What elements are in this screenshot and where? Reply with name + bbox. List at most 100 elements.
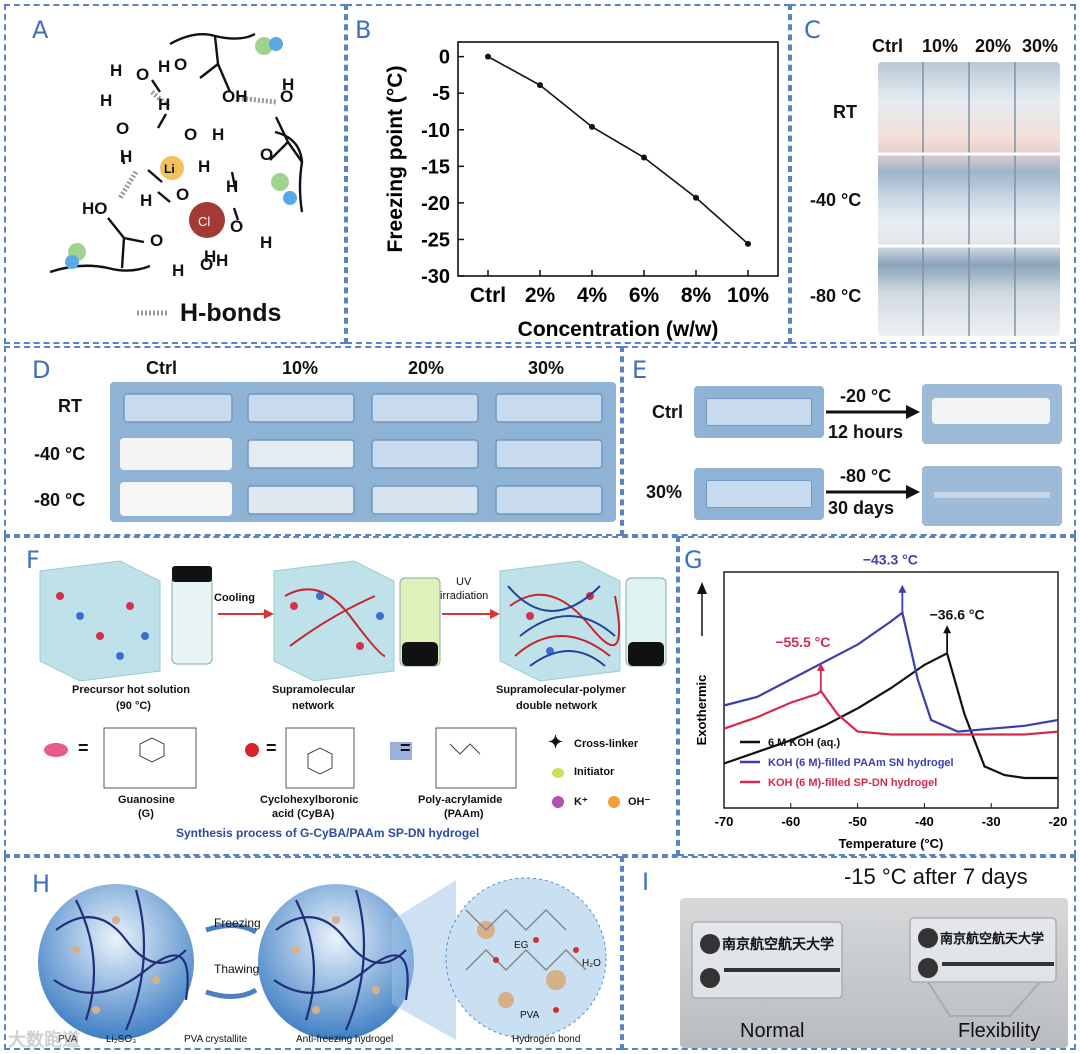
y-tick-label: -10 [421,120,450,142]
panel-b [346,4,790,344]
atom-o: O [136,65,149,84]
li-ion-label: Li [164,162,175,176]
x-tick-label: -50 [848,814,867,829]
freezing-label: Freezing [214,916,261,930]
peak-label: −55.5 °C [775,634,830,650]
atom-h: H [120,147,132,166]
atom-h: H [212,125,224,144]
col-10: 10% [922,36,959,56]
atom-h: H [110,61,122,80]
e-ctrl-before [694,386,824,438]
cyba-b: acid (CyBA) [272,808,335,820]
x-tick-label: Ctrl [470,284,506,307]
row-80: -80 °C [810,286,862,306]
h2o-label: H₂O [582,958,601,969]
e-row-30: 30% [646,482,683,502]
panel-d [4,346,622,536]
atom-o: O [260,145,273,164]
panel-label-b: B [355,16,372,44]
legend-label: 6 M KOH (aq.) [768,737,840,749]
crosslinker-icon: ✦ [548,732,564,752]
hbond-legend-label: H-bonds [180,299,282,327]
oh-ion-label: OH⁻ [628,796,651,808]
atom-h: H [100,91,112,110]
d-col-20: 20% [408,358,445,378]
hydrogel-strips [120,393,603,516]
initiator-label: Initiator [574,766,615,778]
exothermic-arrowhead [697,582,707,594]
x-tick-label: 4% [577,284,608,307]
dsc-chart: -70 -60 -50 -40 -30 -20 Temperature (°C) Exothe… [694,552,1068,851]
d-col-ctrl: Ctrl [146,358,177,378]
panel-label-i: I [642,868,650,896]
eq1: = [78,738,89,758]
plot-frame [723,571,1059,809]
panel-label-g: G [684,546,703,574]
panel-g [678,536,1076,856]
x-tick-label: -60 [781,814,800,829]
peak-arrowhead [898,584,907,593]
pva-crystallite-legend: PVA crystallite [184,1034,248,1045]
legend-label: KOH (6 M)-filled SP-DN hydrogel [768,777,937,789]
peak-label: −43.3 °C [863,552,918,568]
atom-h: H [140,191,152,210]
atom-h: H [158,57,170,76]
data-point [589,123,595,130]
series-line [487,55,749,245]
arrow-icon [826,405,920,499]
y-axis-label: Exothermic [694,675,709,746]
panel-i-title: -15 °C after 7 days [844,864,1028,889]
initiator-icon [552,768,564,778]
atom-o: O [184,125,197,144]
x-tick-label: 8% [681,284,712,307]
panel-h [4,856,622,1050]
panel-e [622,346,1076,536]
flexibility-label: Flexibility [958,1020,1041,1042]
d-row-rt: RT [58,396,82,416]
data-point [537,82,543,89]
stage1-label: Precursor hot solution [72,684,190,696]
panel-label-d: D [32,356,51,384]
thawing-label: Thawing [214,962,260,976]
panel-a [4,4,346,344]
plot-frame [457,41,779,277]
flag-label-left: 南京航空航天大学 [722,936,834,952]
panel-label-e: E [632,356,648,384]
cl-ion-label: Cl [198,214,210,229]
y-tick-label: -5 [432,83,450,105]
d-col-10: 10% [282,358,319,378]
row-40: -40 °C [810,190,862,210]
crosslinker-label: Cross-linker [574,738,639,750]
y-tick-label: 0 [439,47,450,69]
vial-dividers [878,62,1060,336]
component-structures [44,727,517,789]
hbond-diagram: H H O O OH H H O H O O H O H H O H H HO … [49,32,304,280]
x-tick-label: -20 [1049,814,1068,829]
atom-o: O [280,87,293,106]
atom-h: H [282,75,294,94]
panel-label-c: C [804,16,821,44]
pva-network-diagram [38,877,607,1040]
atom-oh: OH [222,87,248,106]
atom-h: H [226,177,238,196]
guanosine-label: Guanosine [118,794,175,806]
e-temp-1: -20 °C [840,386,892,406]
stage2b-label: network [292,700,335,712]
series-line [723,651,1058,780]
legend-label: KOH (6 M)-filled PAAm SN hydrogel [768,757,954,769]
panel-label-h: H [32,870,51,898]
stage3b-label: double network [516,700,598,712]
e-time-1: 12 hours [828,422,904,442]
peak-arrowhead [943,625,952,634]
d-col-30: 30% [528,358,565,378]
atom-h: H [260,233,272,252]
pva-legend: PVA [58,1034,78,1045]
paam-b: (PAAm) [444,808,484,820]
atom-o: O [150,231,163,250]
k-ion-icon [552,796,564,808]
peak-label: −36.6 °C [930,606,985,622]
row-rt: RT [833,102,857,122]
paam-label: Poly-acrylamide [418,794,503,806]
d-row-80: -80 °C [34,490,86,510]
col-20: 20% [975,36,1012,56]
